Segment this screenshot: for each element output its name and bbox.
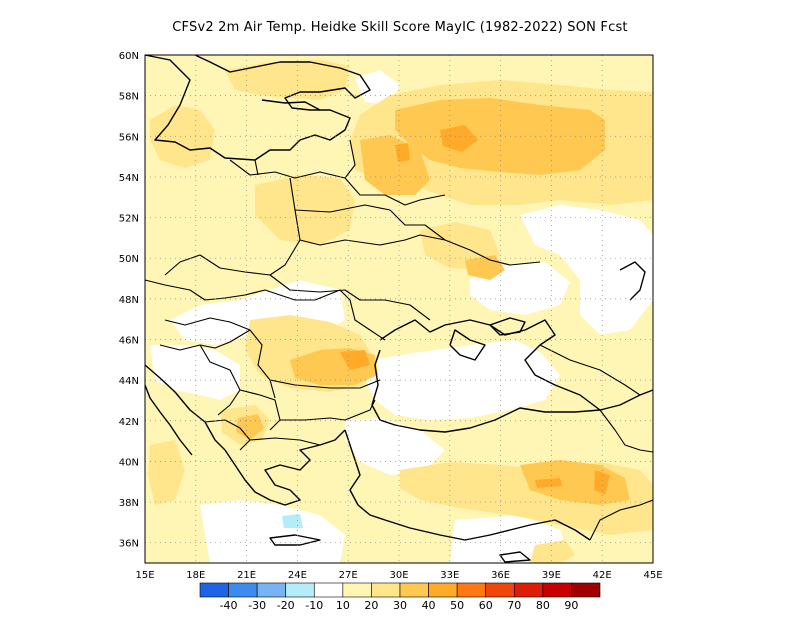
colorbar-label: 50: [450, 599, 464, 612]
lon-tick-label: 15E: [135, 570, 154, 581]
colorbar-swatch: [342, 582, 372, 598]
lat-tick-label: 44N: [119, 376, 139, 387]
colorbar-swatch: [313, 582, 344, 598]
lon-tick-label: 30E: [389, 570, 408, 581]
colorbar: -40 -30 -20 -10 10 20 30 40 50 60 70 80 90: [199, 582, 601, 612]
colorbar-label: -30: [248, 599, 266, 612]
lon-tick-label: 33E: [440, 570, 459, 581]
map-frame: [144, 54, 654, 564]
colorbar-label: -10: [305, 599, 323, 612]
colorbar-swatch: [256, 582, 287, 598]
lat-tick-label: 56N: [119, 132, 139, 143]
lon-tick-label: 27E: [339, 570, 358, 581]
lon-tick-label: 39E: [542, 570, 561, 581]
coastlines-borders: [144, 54, 654, 563]
colorbar-swatch: [428, 582, 458, 598]
colorbar-label: 80: [536, 599, 550, 612]
lon-tick-label: 42E: [593, 570, 612, 581]
lon-tick-label: 21E: [237, 570, 256, 581]
lat-tick-label: 36N: [119, 539, 139, 550]
country-borders: [144, 139, 654, 541]
colorbar-label: 60: [479, 599, 493, 612]
lon-tick-label: 36E: [491, 570, 510, 581]
colorbar-swatch: [571, 582, 601, 598]
lat-tick-label: 40N: [119, 457, 139, 468]
lat-tick-label: 58N: [119, 92, 139, 103]
lat-tick-label: 54N: [119, 173, 139, 184]
baltic-coast: [144, 54, 371, 161]
colorbar-label: 40: [422, 599, 436, 612]
colorbar-swatch: [371, 582, 401, 598]
colorbar-label: 20: [364, 599, 378, 612]
lat-tick-label: 52N: [119, 214, 139, 225]
lon-tick-label: 45E: [643, 570, 662, 581]
lat-tick-label: 60N: [119, 51, 139, 62]
white-region-russia-east: [520, 205, 653, 335]
colorbar-label: 90: [564, 599, 578, 612]
black-sea-coast: [371, 319, 601, 433]
lat-tick-label: 46N: [119, 335, 139, 346]
colorbar-label: -20: [277, 599, 295, 612]
colorbar-swatch: [542, 582, 572, 598]
lon-tick-label: 24E: [288, 570, 307, 581]
negative-skill-spot: [282, 514, 303, 528]
colorbar-label: 10: [336, 599, 350, 612]
axis-tick-labels: 15E 18E 21E 24E 27E 30E 33E 36E 39E 42E 45E 36N 38N 4…: [119, 51, 663, 581]
colorbar-swatch: [228, 582, 258, 598]
colorbar-label: 30: [393, 599, 407, 612]
white-region-aegean: [200, 500, 345, 563]
cyprus: [499, 551, 531, 563]
colorbar-swatch: [199, 582, 229, 598]
lat-tick-label: 50N: [119, 254, 139, 265]
lon-tick-label: 18E: [186, 570, 205, 581]
turkey-south-coast: [384, 519, 591, 541]
colorbar-swatch: [456, 582, 487, 598]
colorbar-label: -40: [220, 599, 238, 612]
colorbar-swatch: [485, 582, 515, 598]
colorbar-swatch: [513, 582, 544, 598]
white-region-black-sea: [365, 340, 560, 420]
colorbar-swatch: [399, 582, 429, 598]
white-region-balkans: [150, 345, 240, 400]
lat-tick-label: 48N: [119, 295, 139, 306]
lat-tick-label: 42N: [119, 417, 139, 428]
greece-coast: [224, 429, 346, 506]
white-region-turkey-west: [345, 418, 445, 475]
colorbar-label: 70: [507, 599, 521, 612]
lat-tick-label: 38N: [119, 498, 139, 509]
adriatic-coast: [144, 364, 226, 456]
chart-title: CFSv2 2m Air Temp. Heidke Skill Score Ma…: [172, 20, 628, 35]
colorbar-swatch: [285, 582, 315, 598]
